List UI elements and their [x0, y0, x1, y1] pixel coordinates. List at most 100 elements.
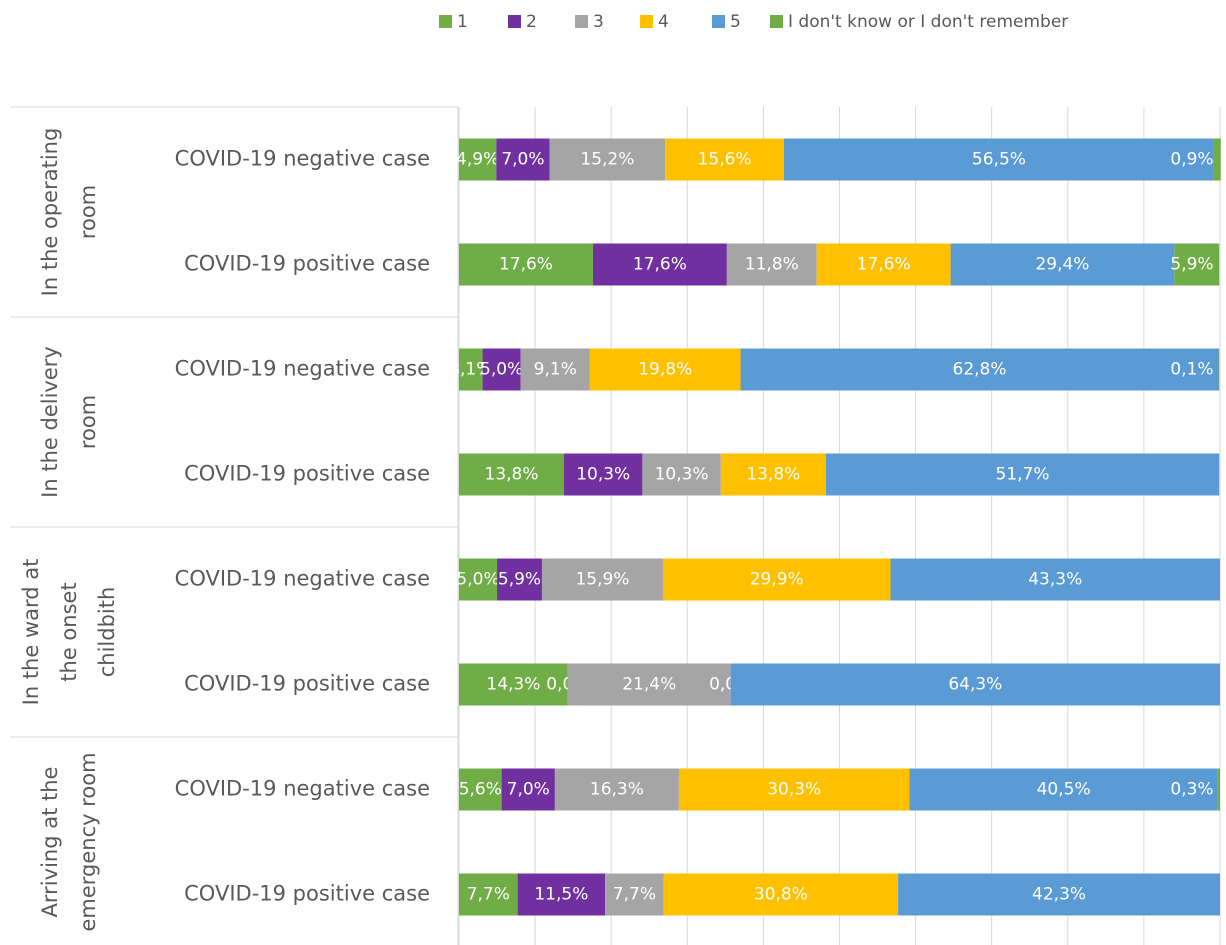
bar-segment — [720, 453, 826, 496]
bar-segment — [501, 768, 555, 811]
group-label: the onset — [57, 582, 81, 681]
data-label: 14,3% — [486, 675, 540, 695]
legend-swatch — [439, 15, 452, 28]
group-label: childbith — [95, 587, 119, 678]
data-label: 56,5% — [972, 150, 1026, 170]
data-label: 10,3% — [655, 465, 709, 485]
bar-segment — [816, 243, 951, 286]
bar-segment — [496, 138, 550, 181]
data-label: 5,0% — [480, 360, 523, 380]
data-label: 40,5% — [1037, 780, 1091, 800]
bar-segment — [554, 768, 679, 811]
bar-segment — [497, 558, 542, 601]
bar-segment — [564, 453, 643, 496]
legend-swatch — [508, 15, 521, 28]
category-label: COVID-19 positive case — [184, 882, 430, 906]
data-label: 5,9% — [498, 570, 541, 590]
data-label: 0,9% — [1170, 150, 1213, 170]
group-label: In the operating — [38, 128, 62, 297]
bar-segment — [482, 348, 521, 391]
data-label: 5,0% — [456, 570, 499, 590]
data-label: 11,5% — [534, 885, 588, 905]
group-label: emergency room — [76, 752, 100, 931]
category-label: COVID-19 negative case — [175, 777, 430, 801]
data-label: 7,0% — [507, 780, 550, 800]
bar-segment — [898, 873, 1220, 916]
bar-segment — [1218, 348, 1220, 391]
data-label: 42,3% — [1032, 885, 1086, 905]
bar-segment — [678, 768, 910, 811]
bar-segment — [459, 453, 565, 496]
bar-segment — [592, 243, 727, 286]
bar-segment — [567, 663, 731, 706]
legend-swatch — [575, 15, 588, 28]
bar-segment — [1217, 768, 1220, 811]
data-label: 10,3% — [576, 465, 630, 485]
bar-segment — [459, 348, 483, 391]
data-label: 64,3% — [948, 675, 1002, 695]
legend-label: I don't know or I don't remember — [788, 12, 1068, 32]
legend-label: 1 — [457, 12, 468, 32]
data-label: 15,2% — [580, 150, 634, 170]
group-label: In the ward at — [19, 559, 43, 706]
category-label: COVID-19 negative case — [175, 147, 430, 171]
bar-segment — [459, 768, 502, 811]
bar-segment — [740, 348, 1219, 391]
data-label: 13,8% — [746, 465, 800, 485]
bar-segment — [1174, 243, 1220, 286]
data-label: 51,7% — [996, 465, 1050, 485]
bar-segment — [1213, 138, 1221, 181]
bar-segment — [605, 873, 664, 916]
bar-segment — [589, 348, 741, 391]
data-label: 30,8% — [754, 885, 808, 905]
data-label: 5,9% — [1170, 255, 1213, 275]
category-label: COVID-19 positive case — [184, 672, 430, 696]
bar-segment — [459, 558, 498, 601]
data-label: 29,4% — [1035, 255, 1089, 275]
data-label: 15,6% — [698, 150, 752, 170]
bar-segment — [730, 663, 1220, 706]
category-label: COVID-19 positive case — [184, 462, 430, 486]
bar-segment — [517, 873, 606, 916]
data-label: 17,6% — [499, 255, 553, 275]
data-label: 17,6% — [857, 255, 911, 275]
bar-segment — [520, 348, 590, 391]
data-label: 7,7% — [467, 885, 510, 905]
bar-segment — [459, 873, 518, 916]
bar-segment — [459, 243, 593, 286]
bar-segment — [909, 768, 1218, 811]
data-label: 43,3% — [1028, 570, 1082, 590]
data-label: 30,3% — [767, 780, 821, 800]
data-label: 7,0% — [501, 150, 544, 170]
data-label: 19,8% — [638, 360, 692, 380]
legend-swatch — [712, 15, 725, 28]
bar-segment — [890, 558, 1220, 601]
legend-label: 3 — [593, 12, 604, 32]
data-label: 3,1% — [449, 360, 492, 380]
data-label: 11,8% — [745, 255, 799, 275]
group-label: room — [76, 395, 100, 449]
data-label: 4,9% — [456, 150, 499, 170]
bar-segment — [663, 873, 899, 916]
category-label: COVID-19 negative case — [175, 357, 430, 381]
bar-segment — [459, 138, 497, 181]
bar-segment — [662, 558, 891, 601]
bar-segment — [825, 453, 1220, 496]
legend-swatch — [640, 15, 653, 28]
legend-label: 5 — [730, 12, 741, 32]
category-label: COVID-19 negative case — [175, 567, 430, 591]
data-label: 7,7% — [613, 885, 656, 905]
data-label: 13,8% — [485, 465, 539, 485]
data-label: 16,3% — [590, 780, 644, 800]
group-label: room — [76, 185, 100, 239]
legend-swatch — [770, 15, 783, 28]
data-label: 15,9% — [575, 570, 629, 590]
group-label: In the delivery — [38, 346, 62, 498]
bar-segment — [459, 663, 568, 706]
data-label: 21,4% — [622, 675, 676, 695]
bar-segment — [950, 243, 1175, 286]
data-label: 29,9% — [750, 570, 804, 590]
data-label: 5,6% — [459, 780, 502, 800]
data-label: 0,3% — [1170, 780, 1213, 800]
legend-label: 4 — [658, 12, 669, 32]
